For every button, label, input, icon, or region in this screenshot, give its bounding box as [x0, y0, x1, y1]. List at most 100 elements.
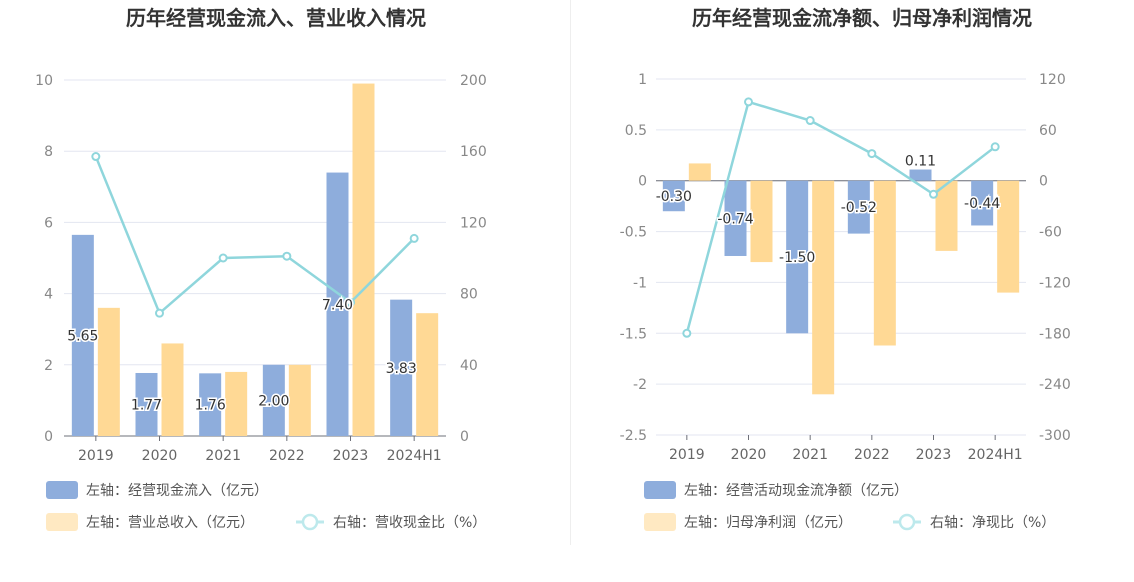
left-axis-tick: -0.5 — [620, 225, 647, 241]
bar-secondary — [97, 307, 120, 436]
left-axis-tick: 6 — [44, 215, 53, 231]
chart-panel-cash-inflow-revenue: 历年经营现金流入、营业收入情况 0 2 4 6 8 10 0 40 80 120 160 200 2019… — [35, 6, 487, 531]
right-axis-tick: 0 — [460, 429, 469, 445]
ratio-point — [155, 308, 164, 318]
right-axis-tick: 160 — [460, 144, 487, 160]
left-axis-tick: -2 — [633, 377, 647, 393]
bar-data-label: -0.74 — [717, 211, 753, 227]
chart-title: 历年经营现金流净额、归母净利润情况 — [692, 6, 1032, 30]
chart-net-cashflow-profit: 历年经营现金流净额、归母净利润情况 -2.5 -2 -1.5 -1 -0.5 0 0.5 1 -3… — [620, 6, 1071, 531]
right-axis-tick: 200 — [460, 73, 487, 89]
left-axis-tick: 4 — [44, 287, 53, 303]
x-axis-label: 2020 — [142, 448, 178, 464]
bar-data-label: 2.00 — [258, 393, 289, 409]
left-axis-tick: 10 — [35, 73, 53, 89]
right-axis-tick: -180 — [1039, 326, 1071, 342]
bar-secondary — [225, 371, 248, 436]
bar-data-label: -1.50 — [779, 250, 815, 266]
right-axis-tick: 120 — [460, 215, 487, 231]
bar-data-label: 1.77 — [131, 397, 162, 413]
bar-data-label: 5.65 — [67, 328, 98, 344]
ratio-point — [682, 328, 692, 338]
right-axis-tick: 120 — [1039, 72, 1066, 88]
bar-data-label: 0.11 — [905, 154, 936, 170]
panel-divider — [570, 0, 571, 545]
bar-primary — [971, 180, 994, 226]
bar-secondary — [750, 180, 773, 263]
legend-swatch-marker — [898, 513, 916, 531]
left-axis-tick: 0.5 — [625, 123, 647, 139]
bar-primary — [724, 180, 747, 256]
legend-swatch-bar — [644, 513, 676, 531]
bar-data-label: -0.30 — [656, 189, 692, 205]
bar-primary — [390, 299, 413, 436]
bar-primary — [71, 234, 94, 436]
bar-secondary — [288, 364, 311, 436]
ratio-point — [218, 253, 228, 263]
bar-primary — [326, 172, 349, 436]
right-axis-tick: 80 — [460, 287, 478, 303]
left-axis-tick: -1 — [633, 275, 647, 291]
x-axis-label: 2021 — [792, 447, 828, 463]
chart-cash-inflow-revenue: 历年经营现金流入、营业收入情况 0 2 4 6 8 10 0 40 80 120 160 200 2019… — [35, 6, 487, 531]
bar-secondary — [873, 180, 896, 346]
bar-secondary — [812, 180, 835, 395]
legend-swatch-bar — [46, 481, 78, 499]
legend-label: 右轴：净现比（%） — [930, 515, 1055, 531]
right-axis-tick: -120 — [1039, 275, 1071, 291]
x-axis-label: 2023 — [916, 447, 952, 463]
bar-primary — [786, 180, 809, 334]
chart-title: 历年经营现金流入、营业收入情况 — [126, 6, 426, 30]
x-axis-label: 2024H1 — [968, 447, 1023, 463]
bar-data-label: 3.83 — [386, 361, 417, 377]
legend-label: 左轴：经营活动现金流净额（亿元） — [684, 483, 908, 499]
x-axis-label: 2024H1 — [387, 448, 442, 464]
legend-label: 左轴：营业总收入（亿元） — [86, 515, 254, 531]
left-axis-tick: 0 — [638, 174, 647, 190]
ratio-point — [744, 97, 753, 107]
ratio-point — [409, 233, 419, 243]
legend-label: 左轴：归母净利润（亿元） — [684, 514, 852, 531]
left-axis-tick: 0 — [44, 429, 53, 445]
legend-swatch-marker — [301, 513, 319, 531]
ratio-point — [91, 152, 101, 162]
bar-secondary — [352, 83, 375, 436]
x-axis-label: 2022 — [269, 448, 305, 464]
right-axis-tick: -300 — [1039, 428, 1071, 444]
left-axis-tick: 2 — [44, 358, 53, 374]
ratio-point — [346, 298, 355, 307]
x-axis-label: 2020 — [731, 447, 767, 463]
left-axis-tick: 1 — [638, 72, 647, 88]
ratio-line — [94, 156, 416, 316]
x-axis-label: 2023 — [333, 448, 369, 464]
legend-label: 右轴：营收现金比（%） — [333, 515, 486, 531]
legend-swatch-bar — [644, 481, 676, 499]
bar-secondary — [416, 313, 439, 436]
bar-primary — [199, 373, 222, 436]
bar-primary — [662, 180, 685, 212]
legend-swatch-bar — [46, 513, 78, 531]
right-axis-tick: -240 — [1039, 377, 1071, 393]
chart-panel-net-cashflow-profit: 历年经营现金流净额、归母净利润情况 -2.5 -2 -1.5 -1 -0.5 0 0.5 1 -3… — [571, 0, 1134, 582]
left-axis-tick: -1.5 — [620, 326, 647, 342]
bar-secondary — [161, 343, 184, 436]
ratio-line — [685, 100, 996, 334]
bar-data-label: 1.76 — [195, 398, 226, 414]
bar-primary — [135, 372, 158, 436]
bar-secondary — [935, 180, 958, 251]
ratio-point — [805, 116, 815, 126]
ratio-point — [990, 142, 1000, 152]
x-axis-label: 2021 — [205, 448, 241, 464]
x-axis-label: 2019 — [78, 448, 114, 464]
bar-data-label: 7.40 — [322, 297, 353, 313]
right-axis-tick: -60 — [1039, 225, 1062, 241]
ratio-point — [867, 149, 877, 159]
left-axis-tick: -2.5 — [620, 428, 647, 444]
bar-primary — [909, 169, 932, 181]
bar-secondary — [688, 163, 711, 181]
right-axis-tick: 40 — [460, 358, 478, 374]
ratio-point — [929, 189, 938, 199]
legend-label: 左轴：经营现金流入（亿元） — [86, 483, 268, 499]
bar-secondary — [997, 180, 1020, 293]
right-axis-tick: 0 — [1039, 174, 1048, 190]
